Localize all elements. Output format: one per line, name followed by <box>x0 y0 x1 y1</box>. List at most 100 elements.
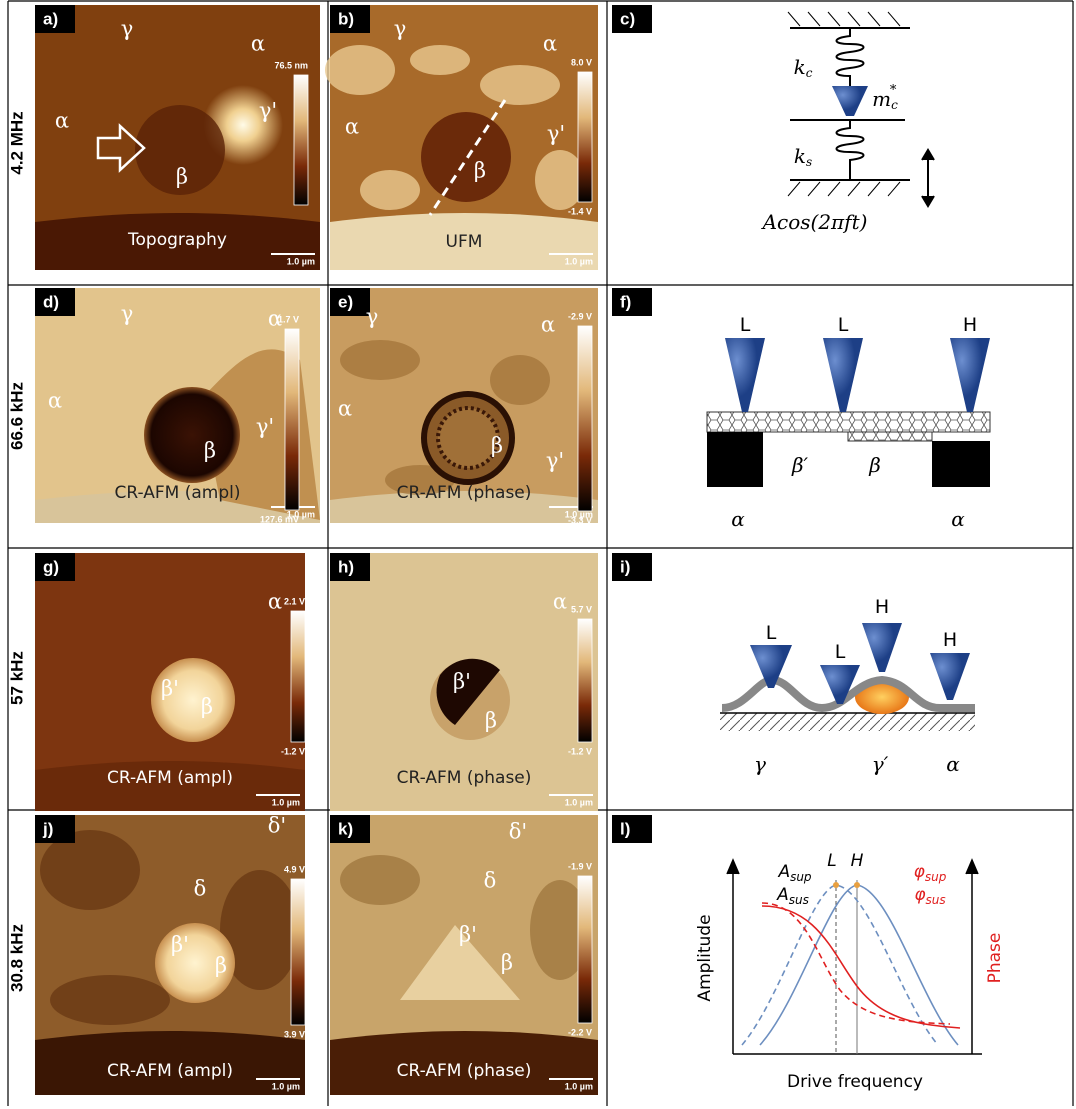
colorbar <box>291 611 305 742</box>
label-base: H <box>963 314 977 336</box>
feature <box>144 387 240 483</box>
phase-label: β <box>491 434 503 458</box>
patch <box>480 65 560 105</box>
diagram-label: Asup <box>777 862 811 884</box>
phase-label: γ' <box>256 415 274 439</box>
label-base: γ <box>754 752 766 776</box>
phase-label: γ <box>394 17 407 41</box>
label-base: L <box>838 314 849 336</box>
panel-tag: d) <box>43 292 59 311</box>
patch <box>340 855 420 905</box>
patch <box>340 340 420 380</box>
label-base: Acos(2πft) <box>761 210 868 234</box>
phase-label: α <box>268 590 282 614</box>
panel-tag: f) <box>620 292 631 311</box>
afm-image: g)CR-AFM (ampl)1.0 µm2.1 V-1.2 Vαβ'β <box>35 553 305 811</box>
phase-label: α <box>55 109 69 133</box>
label-base: φ <box>914 885 926 905</box>
phase-label: δ <box>484 869 497 893</box>
label-base: H <box>943 629 957 651</box>
colorbar-label: 2.1 V <box>284 596 305 606</box>
diagram-label: φsup <box>914 862 947 884</box>
scale-bar-label: 1.0 µm <box>287 256 315 266</box>
label-base: Amplitude <box>695 914 715 1001</box>
row-label: 66.6 kHz <box>7 382 26 450</box>
phase-label: γ <box>121 17 134 41</box>
panel-tag: h) <box>338 557 354 576</box>
colorbar-label: 5.7 V <box>571 604 592 614</box>
phase-label: α <box>541 313 555 337</box>
afm-image: e)CR-AFM (phase)1.0 µm-2.9 V-3.3 Vγααγ'β <box>330 288 598 525</box>
phase-label: γ <box>366 305 379 329</box>
phase-label: δ' <box>268 814 286 838</box>
scale-bar-label: 1.0 µm <box>565 1081 593 1091</box>
phase-label: α <box>48 389 62 413</box>
colorbar-label: -1.2 V <box>281 746 305 756</box>
label-base: L <box>740 314 751 336</box>
panel-tag: a) <box>43 9 58 28</box>
afm-image: j)CR-AFM (ampl)1.0 µm4.9 V3.9 Vδ'δβ'β <box>35 814 305 1096</box>
topography-diagram <box>720 623 975 731</box>
patch <box>50 975 170 1025</box>
label-base: α <box>731 507 745 531</box>
patch <box>535 150 585 210</box>
label-base: A <box>776 885 789 905</box>
label-sub: sup <box>790 870 812 884</box>
panel-caption: CR-AFM (phase) <box>397 1061 532 1081</box>
diagram-label: L <box>835 641 846 663</box>
phase-label: β <box>176 165 188 189</box>
colorbar-label: -3.3 V <box>568 515 592 525</box>
label-sub: s <box>806 155 812 169</box>
phase-label: δ <box>194 877 207 901</box>
afm-image: a)Topography1.0 µm76.5 nmγααγ'β <box>35 5 320 270</box>
resonance-plot <box>727 860 982 1054</box>
diagram-label: H <box>943 629 957 651</box>
label-sub: c <box>806 66 813 80</box>
diagram-label: mc* <box>872 83 898 112</box>
diagram-label: H <box>875 596 889 618</box>
label-sub: sus <box>926 893 946 907</box>
scale-bar-label: 1.0 µm <box>565 256 593 266</box>
colorbar <box>285 329 299 510</box>
label-base: A <box>777 862 790 882</box>
panel-tag: e) <box>338 292 353 311</box>
layer-diagram <box>707 338 990 487</box>
diagram-label: γ′ <box>872 752 889 776</box>
row-label: 4.2 MHz <box>7 111 26 174</box>
figure: a)Topography1.0 µm76.5 nmγααγ'βb)UFM1.0 … <box>0 0 1076 1109</box>
label-base: γ′ <box>872 752 889 776</box>
panel-caption: CR-AFM (ampl) <box>107 768 233 788</box>
label-sub: sus <box>789 893 809 907</box>
patch <box>360 170 420 210</box>
diagram-label: Drive frequency <box>787 1072 923 1092</box>
label-base: H <box>851 851 864 871</box>
phase-label: α <box>251 32 265 56</box>
phase-label: β <box>474 159 486 183</box>
diagram-label: β′ <box>791 453 809 477</box>
diagram-label: L <box>838 314 849 336</box>
label-base: L <box>827 851 836 871</box>
label-base: k <box>794 55 806 79</box>
diagram-label: L <box>827 851 836 871</box>
feature <box>438 408 498 468</box>
phase-label: β <box>201 695 213 719</box>
phase-label: α <box>268 307 282 331</box>
colorbar-label: -1.9 V <box>568 861 592 871</box>
panel-caption: UFM <box>446 232 483 252</box>
diagram-label: α <box>951 507 965 531</box>
patch <box>325 45 395 95</box>
diagram-label: γ <box>754 752 766 776</box>
diagram-label: α <box>731 507 745 531</box>
diagram-label: Amplitude <box>695 914 715 1001</box>
diagram-label: φsus <box>914 885 945 907</box>
diagram-label: H <box>963 314 977 336</box>
panel-caption: CR-AFM (phase) <box>397 768 532 788</box>
colorbar-label: -1.4 V <box>568 206 592 216</box>
panel-tag: k) <box>338 819 353 838</box>
phase-label: β' <box>453 670 471 694</box>
row-label: 30.8 kHz <box>7 924 26 992</box>
phase-label: δ' <box>509 820 527 844</box>
phase-label: β' <box>171 933 189 957</box>
label-base: H <box>875 596 889 618</box>
